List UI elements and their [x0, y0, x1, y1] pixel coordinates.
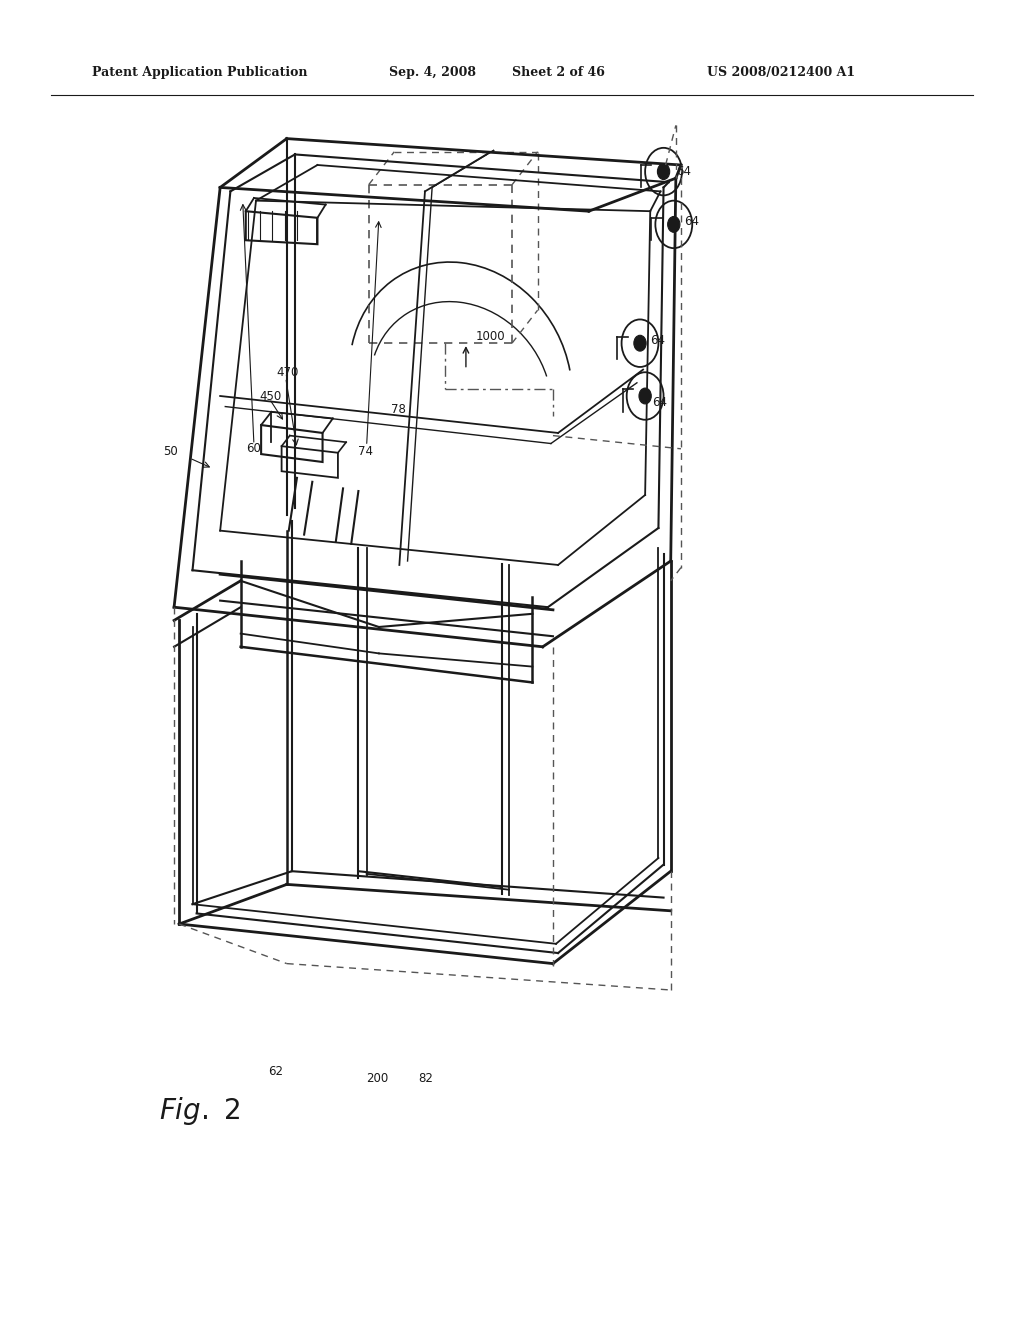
Circle shape [639, 388, 651, 404]
Text: 82: 82 [418, 1072, 433, 1085]
Text: Patent Application Publication: Patent Application Publication [92, 66, 307, 79]
Text: 60: 60 [246, 442, 261, 455]
Circle shape [668, 216, 680, 232]
Text: Sheet 2 of 46: Sheet 2 of 46 [512, 66, 605, 79]
Text: 64: 64 [684, 215, 699, 228]
Text: Sep. 4, 2008: Sep. 4, 2008 [389, 66, 476, 79]
Text: 1000: 1000 [476, 330, 506, 343]
Text: 64: 64 [650, 334, 666, 347]
Text: 74: 74 [358, 445, 374, 458]
Text: 200: 200 [367, 1072, 389, 1085]
Text: 50: 50 [164, 445, 178, 458]
Text: $\mathit{Fig.\ 2}$: $\mathit{Fig.\ 2}$ [159, 1096, 240, 1127]
Text: 62: 62 [268, 1065, 284, 1078]
Text: 64: 64 [652, 396, 668, 409]
Text: 470: 470 [276, 366, 299, 379]
Circle shape [657, 164, 670, 180]
Text: US 2008/0212400 A1: US 2008/0212400 A1 [707, 66, 855, 79]
Text: 64: 64 [676, 165, 691, 178]
Text: 78: 78 [391, 403, 407, 416]
Circle shape [634, 335, 646, 351]
Text: 450: 450 [259, 389, 282, 403]
